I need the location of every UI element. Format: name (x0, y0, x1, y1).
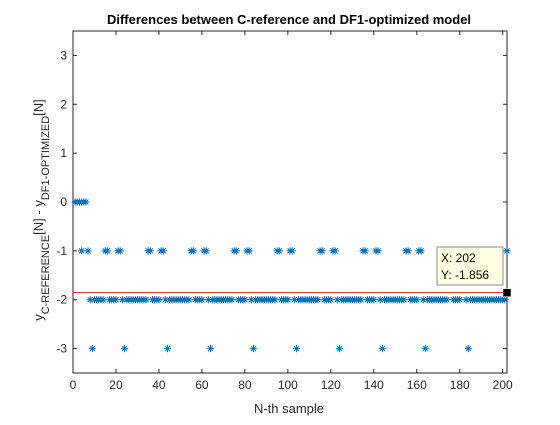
x-tick-label: 120 (321, 378, 341, 392)
data-marker (314, 296, 322, 304)
data-marker (249, 344, 258, 353)
x-tick-label: 40 (152, 378, 166, 392)
y-tick-label: -1 (56, 244, 67, 258)
y-label-end: [N] (31, 99, 46, 116)
data-marker (159, 247, 167, 255)
data-marker (88, 344, 96, 353)
data-marker (228, 296, 236, 304)
data-marker (400, 296, 408, 304)
data-marker (419, 296, 427, 304)
x-axis-label: N-th sample (254, 401, 324, 416)
data-marker (378, 344, 386, 353)
data-marker (462, 296, 470, 304)
data-marker (318, 247, 326, 255)
data-marker (103, 247, 111, 255)
y-tick-label: 1 (60, 146, 67, 160)
data-marker (163, 344, 172, 353)
data-marker (204, 296, 212, 304)
chart-title: Differences between C-reference and DF1-… (107, 12, 471, 27)
data-marker (202, 247, 210, 255)
x-tick-label: 60 (195, 378, 209, 392)
axes[interactable] (72, 30, 508, 374)
y-tick-label: 3 (60, 48, 67, 62)
x-tick-label: 100 (278, 378, 298, 392)
data-marker (284, 296, 292, 304)
data-marker (413, 296, 421, 304)
plot-area-box (72, 30, 508, 374)
y-label-sub2: DF1-OPTIMIZED (40, 116, 52, 200)
data-marker (275, 247, 283, 255)
data-marker (271, 296, 279, 304)
data-marker (245, 247, 253, 255)
x-tick-label: 180 (450, 378, 470, 392)
data-marker (404, 247, 412, 255)
data-marker (120, 344, 129, 353)
y-label-sub1: C-REFERENCE (40, 235, 52, 314)
data-marker (443, 296, 451, 304)
data-marker (155, 296, 163, 304)
data-marker (335, 344, 344, 353)
data-marker (421, 344, 429, 353)
data-marker (361, 247, 369, 255)
data-marker (417, 247, 425, 255)
datatip[interactable]: X: 202 Y: -1.856 (436, 246, 504, 286)
data-marker (206, 344, 215, 353)
data-marker (290, 296, 298, 304)
data-marker (161, 296, 169, 304)
data-marker (292, 344, 301, 353)
data-marker (241, 296, 249, 304)
data-marker (357, 296, 365, 304)
data-marker (198, 296, 206, 304)
datatip-y-text: Y: -1.856 (441, 268, 489, 282)
x-tick-label: 140 (364, 378, 384, 392)
datatip-box (436, 246, 504, 286)
data-markers (71, 198, 512, 353)
data-marker (374, 247, 382, 255)
data-marker (118, 296, 127, 304)
data-marker (86, 296, 94, 304)
data-marker (84, 247, 92, 255)
data-marker (247, 296, 255, 304)
data-marker (331, 247, 339, 255)
data-marker (116, 247, 124, 255)
y-tick-label: -2 (56, 293, 67, 307)
data-marker (503, 247, 511, 255)
data-marker (146, 247, 154, 255)
y-tick-label: -3 (56, 342, 67, 356)
x-tick-label: 20 (109, 378, 123, 392)
y-axis-label: yC-REFERENCE[N] - yDF1-OPTIMIZED[N] (31, 99, 52, 321)
x-tick-label: 160 (407, 378, 427, 392)
data-marker (142, 296, 150, 304)
data-marker (77, 247, 86, 255)
y-label-base1: y (31, 314, 46, 321)
data-marker (501, 296, 509, 304)
x-tick-label: 200 (493, 378, 513, 392)
datatip-point (502, 288, 512, 297)
data-marker (112, 296, 120, 304)
data-marker (456, 296, 464, 304)
tick-labels: 0 20 40 60 80 100 120 140 160 180 200 3 2 1 0 -1 -2 -3 (56, 48, 513, 392)
y-tick-label: 0 (60, 195, 67, 209)
data-marker (327, 296, 335, 304)
data-marker (82, 198, 90, 206)
x-tick-label: 80 (238, 378, 252, 392)
data-marker (464, 344, 472, 353)
data-marker (288, 247, 296, 255)
x-tick-label: 0 (70, 378, 77, 392)
data-marker (370, 296, 378, 304)
datatip-x-text: X: 202 (441, 251, 476, 265)
data-marker (189, 247, 197, 255)
data-marker (376, 296, 384, 304)
y-label-mid: [N] - y (31, 200, 46, 235)
data-marker (99, 296, 107, 304)
y-tick-label: 2 (60, 97, 67, 111)
data-marker (185, 296, 193, 304)
data-marker (232, 247, 240, 255)
data-marker (333, 296, 341, 304)
